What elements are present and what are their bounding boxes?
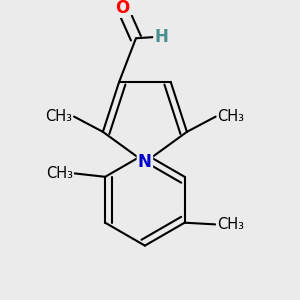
Text: CH₃: CH₃ (218, 109, 244, 124)
Text: CH₃: CH₃ (217, 217, 244, 232)
Text: O: O (115, 0, 130, 17)
Text: H: H (154, 28, 168, 46)
Text: N: N (138, 153, 152, 171)
Text: CH₃: CH₃ (46, 166, 73, 181)
Text: CH₃: CH₃ (45, 109, 72, 124)
